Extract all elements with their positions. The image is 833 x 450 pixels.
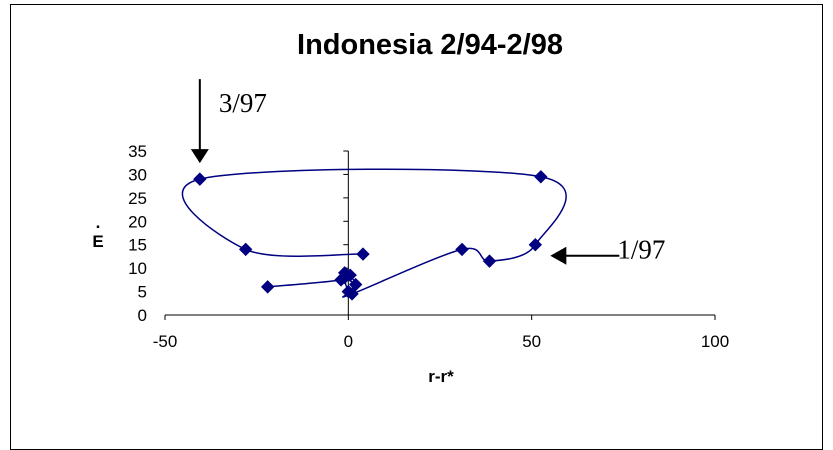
annotation-arrowhead (190, 149, 209, 164)
y-tick-label: 5 (138, 283, 147, 302)
y-tick-label: 10 (128, 259, 147, 278)
y-tick-label: 20 (128, 212, 147, 231)
data-point (528, 238, 543, 252)
y-tick-label: 35 (128, 142, 147, 161)
data-point (238, 242, 253, 257)
y-axis-label: E (92, 232, 103, 251)
data-point (455, 242, 469, 257)
y-tick-label: 15 (128, 236, 147, 255)
chart-title: Indonesia 2/94-2/98 (297, 29, 563, 61)
data-point (345, 287, 359, 301)
data-point (356, 247, 370, 261)
annotations: 3/97 1/97 (190, 79, 665, 265)
plot-area: -50 0 50 100 0 5 10 15 20 25 30 35 (128, 142, 729, 351)
x-tick-label: 100 (701, 332, 729, 351)
x-axis-label: r-r* (428, 367, 454, 386)
y-axis-label-mark: . (96, 213, 101, 232)
chart-area-border (10, 4, 823, 450)
x-tick-label: 50 (522, 332, 541, 351)
annotation-label: 3/97 (219, 88, 267, 118)
y-tick-label: 0 (138, 306, 147, 325)
x-tick-label: 0 (344, 332, 353, 351)
y-tick-label: 25 (128, 189, 147, 208)
data-point (348, 277, 363, 292)
y-tick-label: 30 (128, 165, 147, 184)
data-point (193, 172, 207, 186)
data-point (482, 254, 497, 268)
data-point (337, 270, 352, 285)
data-point (534, 170, 548, 184)
annotation-arrowhead (550, 246, 567, 265)
annotation-label: 1/97 (617, 235, 665, 265)
data-point (260, 280, 275, 294)
x-tick-label: -50 (153, 332, 178, 351)
